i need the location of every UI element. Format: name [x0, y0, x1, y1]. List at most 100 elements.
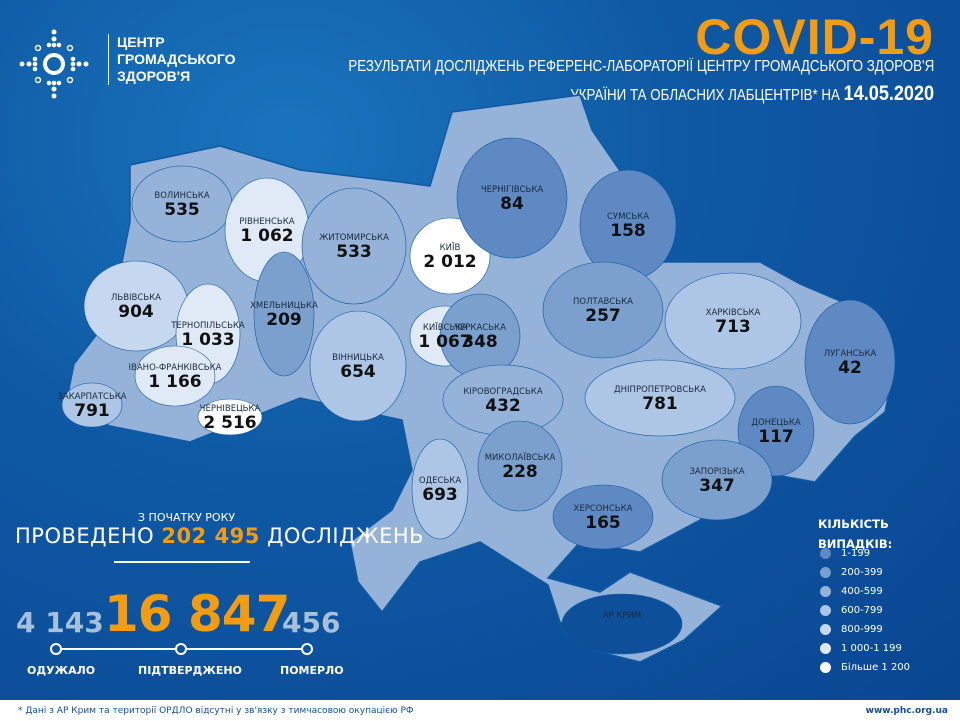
region-label: ЧЕРНІГІВСЬКА 84: [481, 185, 543, 214]
region-cases: 1 166: [148, 372, 202, 392]
region-name: ПОЛТАВСЬКА: [573, 297, 633, 307]
region-cases: 1 067: [418, 332, 472, 352]
region-name: ЧЕРНІГІВСЬКА: [480, 185, 544, 195]
region-label: КИЇВСЬКА 1 067: [418, 323, 471, 352]
deaths-label: ПОМЕРЛО: [280, 664, 344, 677]
since-label: З ПОЧАТКУ РОКУ: [138, 511, 236, 524]
recovered-label: ОДУЖАЛО: [27, 664, 96, 677]
tests-value: 202 495: [161, 524, 260, 548]
page-title: COVID-19: [695, 9, 934, 65]
legend-item: 200-399: [820, 567, 883, 578]
tests-summary: ПРОВЕДЕНО 202 495 ДОСЛІДЖЕНЬ: [15, 524, 424, 548]
legend-swatch-icon: [820, 586, 831, 597]
legend-item: 600-799: [820, 605, 883, 616]
timeline-dot: [301, 643, 313, 655]
org-name: ЦЕНТР ГРОМАДСЬКОГО ЗДОРОВ'Я: [108, 34, 236, 85]
subtitle-2: УКРАЇНИ ТА ОБЛАСНИХ ЛАБЦЕНТРІВ* НА 14.05…: [570, 82, 934, 106]
region-area: [661, 439, 773, 521]
region-label: ПОЛТАВСЬКА 257: [573, 297, 633, 326]
region-cases: 209: [266, 310, 302, 330]
region-label: РІВНЕНСЬКА 1 062: [239, 217, 294, 246]
region-label: ІВАНО-ФРАНКІВСЬКА 1 166: [129, 363, 222, 392]
tests-suffix: ДОСЛІДЖЕНЬ: [267, 524, 425, 548]
region-cases: 228: [502, 462, 538, 482]
region-label: ДНІПРОПЕТРОВСЬКА 781: [614, 385, 706, 414]
region-name: КІРОВОГРАДСЬКА: [463, 387, 543, 397]
region-area: [561, 593, 683, 655]
region-label: СУМСЬКА 158: [607, 212, 649, 241]
region-label: КИЇВ 2 012: [423, 243, 476, 272]
region-cases: 781: [642, 394, 678, 414]
confirmed-count: 16 847: [104, 585, 290, 643]
region-area: [477, 420, 563, 512]
region-cases: 257: [585, 306, 621, 326]
region-area: [61, 382, 123, 428]
legend-label: 800-999: [841, 624, 883, 635]
region-area: [301, 187, 407, 305]
region-name: МИКОЛАЇВСЬКА: [484, 453, 556, 463]
region-cases: 1 062: [240, 226, 294, 246]
legend-label: 200-399: [841, 567, 883, 578]
region-name: ОДЕСЬКА: [418, 476, 462, 486]
legend-label: Більше 1 200: [841, 662, 911, 673]
region-name: СУМСЬКА: [606, 212, 650, 222]
divider: [114, 561, 250, 563]
legend-swatch-icon: [820, 548, 831, 559]
recovered-count: 4 143: [16, 606, 104, 639]
region-name: ДОНЕЦЬКА: [751, 418, 801, 428]
legend-label: 1-199: [841, 548, 871, 559]
region-cases: 791: [74, 401, 110, 421]
org-line: ЗДОРОВ'Я: [117, 68, 191, 84]
region-label: ЗАКАРПАТСЬКА 791: [57, 392, 126, 421]
region-label: ЛЬВІВСЬКА 904: [111, 293, 161, 322]
region-area: [134, 345, 216, 407]
website-link[interactable]: www.phc.org.ua: [865, 706, 948, 716]
legend-item: Більше 1 200: [820, 662, 910, 673]
phc-logo-icon: [19, 29, 89, 99]
legend-label: 1 000-1 199: [841, 643, 902, 654]
region-name: ВОЛИНСЬКА: [154, 191, 210, 201]
region-cases: 654: [340, 362, 376, 382]
legend-swatch-icon: [820, 662, 831, 673]
region-label: ВІННИЦЬКА 654: [332, 353, 384, 382]
region-name: ЛЬВІВСЬКА: [110, 293, 162, 303]
subtitle: РЕЗУЛЬТАТИ ДОСЛІДЖЕНЬ РЕФЕРЕНС-ЛАБОРАТОР…: [348, 58, 934, 75]
region-label: АР КРИМ: [603, 611, 642, 621]
org-line: ГРОМАДСЬКОГО: [117, 51, 236, 67]
region-label: ХАРКІВСЬКА 713: [706, 308, 761, 337]
legend-label: 600-799: [841, 605, 883, 616]
region-label: ДОНЕЦЬКА 117: [751, 418, 800, 447]
confirmed-label: ПІДТВЕРДЖЕНО: [138, 664, 242, 677]
legend-item: 800-999: [820, 624, 883, 635]
region-name: ІВАНО-ФРАНКІВСЬКА: [128, 363, 222, 373]
legend-item: 1-199: [820, 548, 870, 559]
region-area: [584, 359, 736, 437]
region-name: ХАРКІВСЬКА: [705, 308, 761, 318]
region-cases: 693: [422, 485, 458, 505]
region-name: КИЇВ: [439, 243, 461, 253]
region-label: ВОЛИНСЬКА 535: [154, 191, 209, 220]
region-label: ХЕРСОНСЬКА 165: [574, 504, 633, 533]
region-cases: 347: [699, 476, 735, 496]
legend-label: 400-599: [841, 586, 883, 597]
region-area: [456, 137, 568, 259]
legend-item: 1 000-1 199: [820, 643, 902, 654]
region-name: АР КРИМ: [602, 611, 642, 621]
region-label: ЧЕРНІВЕЦЬКА 2 516: [200, 404, 261, 433]
region-cases: 158: [610, 221, 646, 241]
region-label: ЗАПОРІЗЬКА 347: [689, 467, 744, 496]
region-cases: 165: [585, 513, 621, 533]
legend-title-line: КІЛЬКІСТЬ: [818, 517, 889, 531]
legend-swatch-icon: [820, 643, 831, 654]
region-cases: 904: [118, 302, 154, 322]
region-cases: 348: [462, 332, 498, 352]
region-name: ВІННИЦЬКА: [332, 353, 384, 363]
region-label: ЛУГАНСЬКА 42: [824, 349, 877, 378]
tests-prefix: ПРОВЕДЕНО: [15, 524, 155, 548]
region-area: [411, 438, 469, 540]
region-name: КИЇВСЬКА: [422, 323, 468, 333]
region-area: [552, 484, 654, 550]
region-cases: 432: [485, 396, 521, 416]
legend-item: 400-599: [820, 586, 883, 597]
region-label: КІРОВОГРАДСЬКА 432: [463, 387, 542, 416]
